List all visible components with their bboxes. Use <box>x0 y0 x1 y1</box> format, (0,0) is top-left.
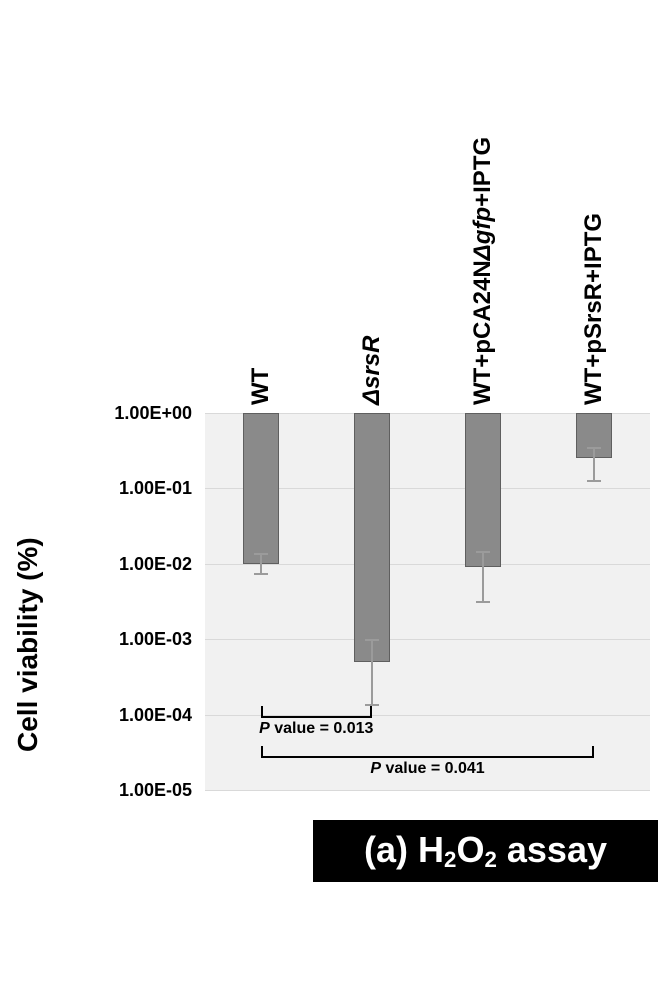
p-value-bracket <box>260 746 595 758</box>
category-label-text: WT+pSrsR+IPTG <box>580 212 608 405</box>
plot-area <box>205 413 650 791</box>
y-tick-label: 1.00E-02 <box>118 553 192 574</box>
error-bar <box>593 447 596 483</box>
bar <box>242 413 279 564</box>
bar <box>465 413 502 568</box>
y-tick-label: 1.00E-03 <box>118 629 192 650</box>
error-bar-cap <box>476 550 491 553</box>
gridline <box>205 790 650 791</box>
error-bar <box>259 552 262 576</box>
category-label-text: Δgfp <box>469 206 497 261</box>
error-bar <box>370 639 373 706</box>
caption-text-segment: assay <box>496 829 607 871</box>
p-value-text: value = 0.013 <box>269 720 374 737</box>
y-tick-label: 1.00E-04 <box>118 704 192 725</box>
p-value-text: value = 0.041 <box>381 760 485 777</box>
category-label-text: ΔsrsR <box>357 335 385 405</box>
caption-text-segment: O <box>456 829 485 871</box>
error-bar-cap <box>364 704 379 706</box>
category-label-text: WT+pCA24N <box>469 260 497 405</box>
p-value-text: P <box>370 760 382 777</box>
p-value-bracket <box>260 706 372 718</box>
bar <box>576 413 613 459</box>
gridline <box>205 413 650 414</box>
category-label: WT <box>246 367 274 405</box>
caption-text-segment: 2 <box>484 846 497 872</box>
error-bar-cap <box>253 552 268 555</box>
gridline <box>205 639 650 641</box>
category-label-text: WT <box>246 367 274 405</box>
category-label: WT+pSrsR+IPTG <box>580 212 608 405</box>
caption: (a) H2O2 assay <box>364 829 607 873</box>
p-value-label: P value = 0.013 <box>206 720 426 738</box>
y-tick-label: 1.00E-01 <box>118 478 192 499</box>
error-bar-cap <box>476 601 491 604</box>
p-value-text: P <box>259 720 270 737</box>
gridline <box>205 488 650 490</box>
caption-text-segment: (a) H <box>364 829 445 871</box>
category-label: WT+pCA24NΔgfp+IPTG <box>469 136 497 405</box>
category-label-text: +IPTG <box>469 136 497 207</box>
p-value-label: P value = 0.041 <box>318 760 538 778</box>
gridline <box>205 714 650 716</box>
y-tick-label: 1.00E+00 <box>114 403 192 423</box>
gridline <box>205 563 650 565</box>
caption-box: (a) H2O2 assay <box>313 820 658 882</box>
bar <box>353 413 390 662</box>
error-bar-cap <box>364 639 379 642</box>
error-bar <box>482 550 485 604</box>
error-bar-cap <box>587 447 602 450</box>
caption-text-segment: 2 <box>444 846 457 872</box>
category-label: ΔsrsR <box>357 335 385 405</box>
y-tick-label: 1.00E-05 <box>118 780 192 800</box>
error-bar-cap <box>587 480 602 483</box>
error-bar-cap <box>253 573 268 576</box>
